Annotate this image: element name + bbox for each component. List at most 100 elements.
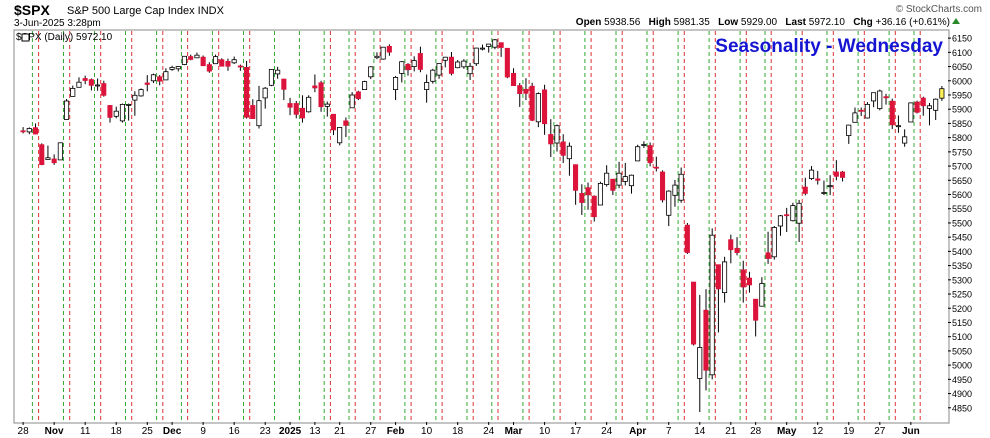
candle: [827, 175, 833, 196]
candle: [864, 102, 870, 119]
candle-body: [132, 94, 138, 101]
candle: [802, 177, 808, 196]
x-tick-label: 12: [812, 426, 824, 437]
candle: [374, 52, 380, 60]
candle-body: [902, 136, 908, 144]
candle: [833, 160, 839, 181]
y-tick-label: 5400: [952, 247, 972, 257]
candle: [746, 271, 752, 293]
candle: [132, 91, 138, 116]
candle: [343, 117, 349, 138]
y-tick-label: 5900: [952, 105, 972, 115]
candle-body: [796, 202, 802, 224]
candle-body: [616, 172, 622, 186]
candle: [51, 154, 57, 165]
candle: [486, 43, 492, 53]
candle: [579, 184, 585, 215]
candle: [635, 144, 641, 162]
candle-body: [219, 59, 225, 67]
candle: [194, 52, 200, 59]
candle-body: [411, 60, 417, 67]
x-tick-label: 24: [483, 426, 495, 437]
candle: [26, 127, 32, 135]
candle: [380, 46, 386, 60]
candle: [126, 103, 132, 121]
candle-body: [119, 104, 126, 122]
candle: [399, 61, 405, 83]
candle: [188, 54, 194, 61]
candle: [119, 103, 126, 123]
x-tick-label: 13: [309, 426, 321, 437]
candle-body: [517, 85, 523, 94]
candle-body: [672, 184, 678, 196]
candle: [722, 256, 728, 303]
candle: [392, 75, 399, 101]
x-tick-label: Mar: [505, 426, 523, 437]
candle-body: [343, 120, 349, 126]
y-tick-label: 5650: [952, 176, 972, 186]
candle: [293, 100, 299, 119]
candle-body: [243, 67, 250, 118]
candle-body: [188, 56, 194, 60]
candle: [231, 56, 237, 64]
x-tick-label: Apr: [629, 426, 646, 437]
candle: [585, 182, 591, 210]
candle-body: [610, 178, 616, 191]
candle: [610, 178, 616, 196]
candle-body: [95, 84, 101, 87]
up-arrow-icon: [952, 18, 960, 24]
y-tick-label: 5600: [952, 190, 972, 200]
x-tick-label: 24: [601, 426, 613, 437]
candle-body: [833, 171, 839, 177]
candle: [368, 66, 374, 80]
candle-body: [337, 127, 343, 144]
candle: [262, 87, 268, 109]
candle: [492, 38, 498, 50]
candle-body: [908, 102, 914, 123]
candle-body: [424, 82, 430, 90]
candle-body: [535, 93, 541, 123]
high-label: High: [648, 17, 671, 28]
y-tick-label: 5700: [952, 162, 972, 172]
candle-body: [479, 47, 485, 50]
candle-body: [709, 234, 715, 376]
candle: [82, 75, 88, 85]
candle: [641, 141, 647, 148]
candle: [902, 129, 908, 147]
candle: [871, 92, 877, 108]
candle-body: [492, 39, 498, 48]
candle: [809, 166, 815, 181]
candle-body: [231, 59, 237, 64]
y-tick-label: 5450: [952, 233, 972, 243]
candle-body: [920, 97, 926, 107]
candle: [287, 97, 293, 116]
candle-body: [883, 96, 889, 99]
x-tick-label: 2025: [279, 426, 302, 437]
candle-body: [399, 61, 405, 74]
candle-body: [256, 100, 262, 127]
chart-title: Seasonality - Wednesday: [715, 36, 943, 57]
candle-body: [467, 65, 473, 75]
gridlines: [31, 31, 921, 422]
candle: [206, 62, 212, 73]
y-tick-label: 5150: [952, 318, 972, 328]
candle-body: [64, 100, 70, 120]
candle: [299, 95, 305, 123]
candle-body: [647, 145, 653, 164]
candle-body: [734, 247, 740, 254]
candle: [138, 88, 144, 97]
candle: [510, 68, 517, 87]
candle: [821, 180, 827, 196]
legend-swatch-icon: [21, 33, 30, 42]
candle-body: [181, 55, 188, 65]
candle: [926, 102, 932, 126]
candle: [759, 277, 765, 307]
open-label: Open: [575, 17, 602, 28]
candle: [113, 106, 119, 119]
candle-body: [113, 110, 119, 117]
x-tick-label: Jun: [902, 426, 920, 437]
candle: [566, 142, 572, 176]
candle: [765, 231, 771, 264]
candle: [243, 60, 250, 119]
y-tick-label: 4900: [952, 389, 972, 399]
